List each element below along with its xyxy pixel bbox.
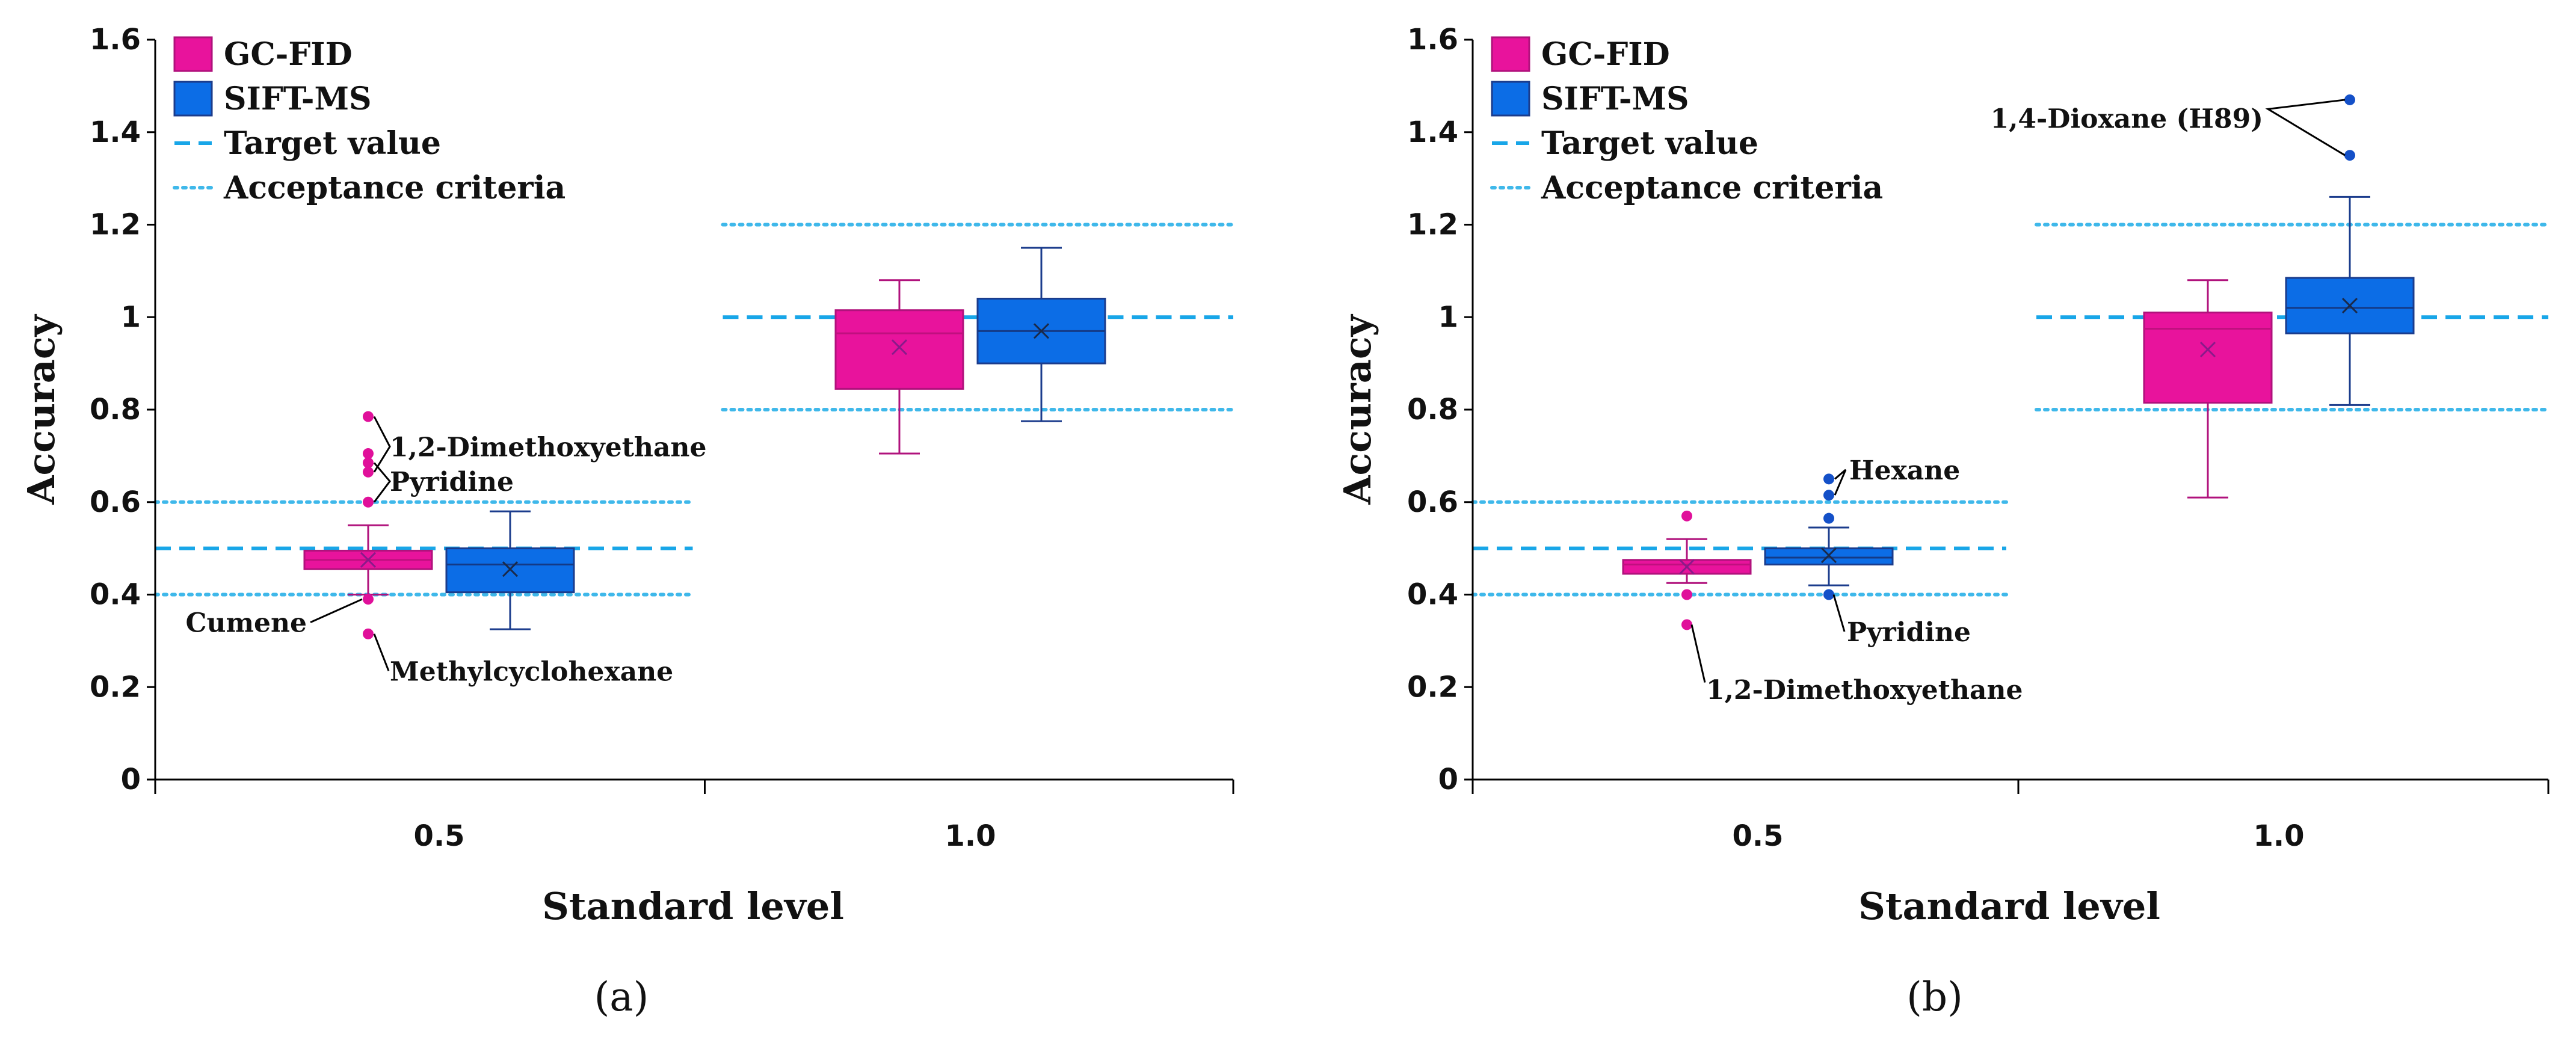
leader-pyridine <box>1832 594 1846 632</box>
outlier-point <box>1823 589 1834 600</box>
y-axis-title: Accuracy <box>19 313 63 505</box>
annotations: 1,2-Dimethoxyethane Pyridine Cumene Methylc… <box>185 416 707 687</box>
box-gc-fid-0.5 <box>1622 510 1752 630</box>
y-tick-label: 0.2 <box>1407 670 1458 704</box>
x-tick-label: 0.5 <box>413 819 464 853</box>
leader-hexane <box>1834 469 1847 496</box>
annotation-label: Pyridine <box>1847 617 1971 648</box>
box-sift-ms-0.5 <box>445 510 575 630</box>
outlier-point <box>363 457 374 469</box>
outlier-point <box>363 466 374 478</box>
outlier-point <box>1823 473 1834 485</box>
legend: GC-FID SIFT-MS Target value Acceptance crit… <box>173 36 565 206</box>
y-tick-label: 1.4 <box>1407 115 1458 149</box>
outlier-point <box>363 628 374 639</box>
box-gc-fid-1.0 <box>834 279 964 455</box>
outlier-point <box>1823 490 1834 501</box>
legend: GC-FID SIFT-MS Target value Acceptance crit… <box>1490 36 1883 206</box>
outlier-point <box>363 411 374 422</box>
y-axis-title: Accuracy <box>1336 313 1379 505</box>
annotations: Hexane Pyridine 1,2-Dimethoxyethane 1,4-Dio… <box>1690 99 2346 706</box>
legend-swatch-gc-fid <box>173 36 213 72</box>
legend-label: GC-FID <box>1541 36 1670 73</box>
y-tick-label: 1.4 <box>90 115 141 149</box>
leader-dimethoxyethane <box>373 416 391 473</box>
legend-swatch-gc-fid <box>1491 36 1530 72</box>
x-tick-label: 0.5 <box>1732 819 1783 853</box>
y-tick-label: 0 <box>121 763 141 796</box>
box-iqr <box>2143 312 2273 404</box>
box-iqr <box>834 309 964 390</box>
annotation-label: 1,4-Dioxane (H89) <box>1990 104 2263 135</box>
x-axis-title: Standard level <box>1858 884 2160 928</box>
outlier-point <box>363 594 374 605</box>
x-tick-label: 1.0 <box>2253 819 2304 853</box>
y-tick-label: 0.4 <box>90 578 141 612</box>
leader-methylcyclohexane <box>373 633 390 671</box>
legend-label: Target value <box>1541 125 1758 162</box>
box-gc-fid-0.5 <box>303 411 433 639</box>
leader-cumene <box>310 598 363 623</box>
legend-label: Target value <box>224 125 441 162</box>
chart-panel-b: 0 0.2 0.4 0.6 0.8 1 1.2 1.4 1.6 0.5 1.0 Accuracy Sta… <box>1336 23 2550 1020</box>
box-gc-fid-1.0 <box>2143 279 2273 499</box>
mean-marker <box>2199 342 2216 358</box>
outlier-point <box>1681 589 1692 600</box>
legend-label: GC-FID <box>224 36 353 73</box>
chart-panel-a: 0 0.2 0.4 0.6 0.8 1 1.2 1.4 1.6 0.5 1.0 Accuracy Sta… <box>19 23 1235 1020</box>
outlier-point <box>1823 512 1834 524</box>
y-tick-label: 0.6 <box>90 485 141 519</box>
annotation-label: Methylcyclohexane <box>390 656 673 687</box>
leader-dioxane <box>2265 99 2346 156</box>
mean-marker <box>2341 297 2358 314</box>
leader-pyridine <box>373 462 391 503</box>
mean-marker <box>502 561 519 577</box>
annotation-label: 1,2-Dimethoxyethane <box>1706 675 2023 706</box>
annotation-label: Cumene <box>185 608 307 639</box>
y-tick-label: 1 <box>1438 300 1458 334</box>
box-sift-ms-1.0 <box>2285 94 2415 406</box>
legend-label: Acceptance criteria <box>1541 170 1883 206</box>
y-tick-label: 0.8 <box>90 393 141 426</box>
y-tick-label: 0.2 <box>90 670 141 704</box>
legend-swatch-sift-ms <box>173 81 213 117</box>
outlier-point <box>1681 510 1692 522</box>
box-iqr <box>1764 547 1894 566</box>
y-tick-label: 0 <box>1438 763 1458 796</box>
legend-label: SIFT-MS <box>1541 81 1689 117</box>
mean-marker <box>891 339 908 355</box>
annotation-label: Hexane <box>1849 455 1960 486</box>
panel-label: (a) <box>594 974 649 1020</box>
y-tick-label: 1.6 <box>90 23 141 57</box>
y-tick-label: 0.8 <box>1407 393 1458 426</box>
legend-label: SIFT-MS <box>224 81 372 117</box>
y-tick-label: 1.2 <box>90 208 141 242</box>
x-axis-title: Standard level <box>542 884 844 928</box>
outlier-point <box>2344 94 2355 105</box>
box-sift-ms-0.5 <box>1764 473 1894 600</box>
x-tick-label: 1.0 <box>944 819 996 853</box>
mean-marker <box>360 552 377 568</box>
y-tick-label: 0.6 <box>1407 485 1458 519</box>
annotation-label: 1,2-Dimethoxyethane <box>390 432 707 463</box>
y-tick-label: 1.6 <box>1407 23 1458 57</box>
mean-marker <box>1820 547 1837 564</box>
box-sift-ms-1.0 <box>976 247 1106 422</box>
annotation-label: Pyridine <box>390 467 514 497</box>
mean-marker <box>1678 559 1695 575</box>
panel-label: (b) <box>1906 974 1963 1020</box>
legend-swatch-sift-ms <box>1491 81 1530 117</box>
y-tick-label: 0.4 <box>1407 578 1458 612</box>
y-tick-label: 1 <box>121 300 141 334</box>
outlier-point <box>1681 619 1692 630</box>
mean-marker <box>1033 323 1050 339</box>
outlier-point <box>363 448 374 460</box>
outlier-point <box>2344 150 2355 161</box>
legend-label: Acceptance criteria <box>223 170 565 206</box>
outlier-point <box>363 496 374 508</box>
y-tick-label: 1.2 <box>1407 208 1458 242</box>
leader-dimethoxyethane <box>1690 624 1706 683</box>
